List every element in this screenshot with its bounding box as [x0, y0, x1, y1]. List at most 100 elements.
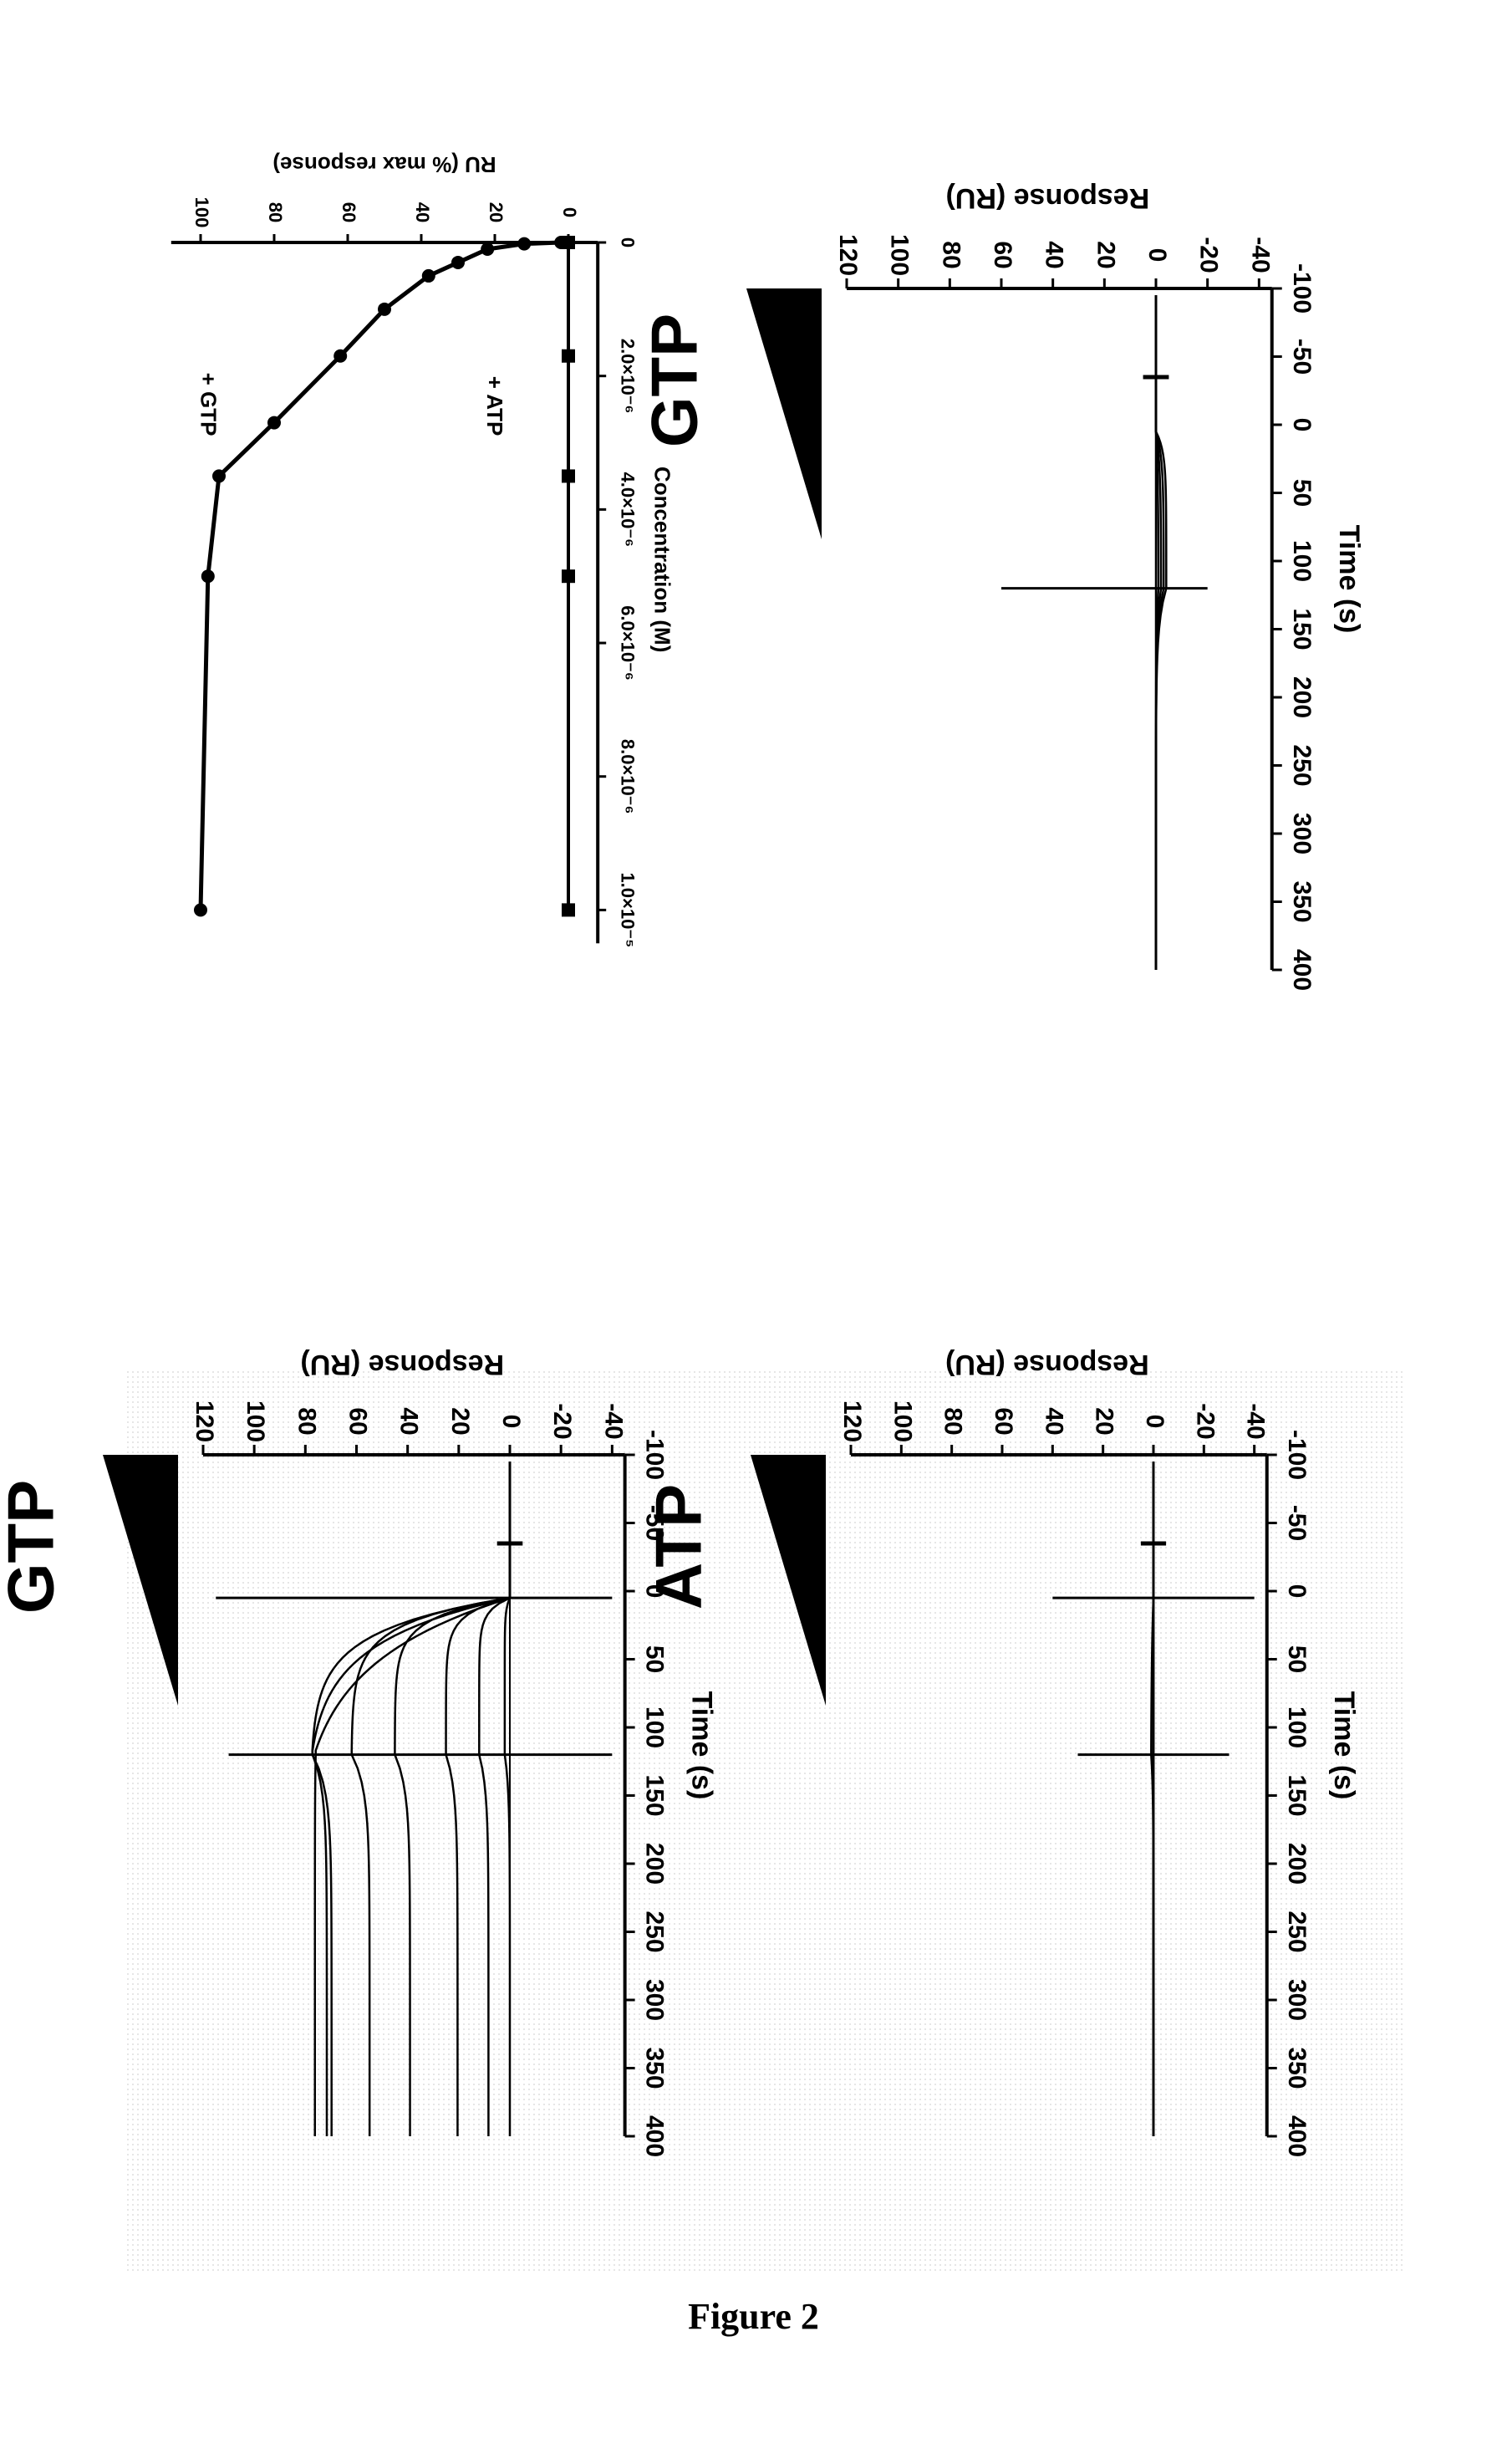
x-tick-label: 0: [1283, 1584, 1311, 1599]
y-tick-label: 0: [497, 1415, 525, 1429]
gtp-point: [422, 269, 435, 283]
gtp-point: [267, 416, 281, 430]
gtp-point: [517, 237, 531, 251]
x-tick-label: 350: [641, 2047, 669, 2089]
figure-caption: Figure 2: [0, 2295, 1507, 2338]
y-tick-label: 120: [191, 1400, 218, 1442]
y-tick-label: 60: [990, 1407, 1017, 1435]
y-tick-label: 20: [446, 1407, 474, 1435]
nucleotide-label: GTP: [638, 314, 711, 447]
x-tick-label: 100: [641, 1706, 669, 1748]
x-tick-label: 400: [1288, 949, 1316, 991]
y-tick-label: -40: [1246, 237, 1274, 273]
y-tick-label: 120: [834, 234, 862, 276]
y-tick-label: 100: [191, 197, 212, 228]
x-tick-label: 6.0×10⁻⁶: [617, 605, 638, 681]
series-label: + GTP: [196, 373, 221, 436]
x-tick-label: 50: [1283, 1645, 1311, 1673]
y-tick-label: 0: [1143, 248, 1171, 263]
x-tick-label: 1.0×10⁻⁵: [617, 872, 638, 947]
gtp-point: [194, 903, 207, 916]
y-tick-label: 40: [1041, 241, 1068, 268]
y-tick-label: 80: [293, 1407, 320, 1435]
x-tick-label: 250: [641, 1910, 669, 1952]
x-tick-label: 0: [617, 237, 638, 247]
y-tick-label: 100: [888, 1400, 916, 1442]
x-axis-label: Concentration (M): [649, 467, 675, 652]
x-tick-label: 350: [1288, 880, 1316, 922]
x-tick-label: -50: [1283, 1505, 1311, 1541]
atp-point: [562, 236, 575, 249]
x-axis-label: Time (s): [1333, 525, 1365, 634]
panel-gtp_atp_concentration: 100 80 60 40 20 0 0 2.0×10⁻⁶ 4.0×10⁻⁶ 6.0×10⁻⁶ 8.0…: [171, 152, 675, 947]
x-tick-label: 300: [1288, 813, 1316, 854]
panel-gtp_sensorgram_2: 120100806040200-20-40-100-50050100150200…: [638, 182, 1365, 991]
x-tick-label: 2.0×10⁻⁶: [617, 339, 638, 414]
y-axis-label: Response (RU): [300, 1349, 504, 1380]
y-tick-label: 80: [939, 1407, 967, 1435]
y-tick-label: 20: [1091, 1407, 1118, 1435]
x-axis-label: Time (s): [686, 1691, 718, 1800]
y-axis-label: Response (RU): [946, 182, 1150, 214]
x-tick-label: 300: [1283, 1979, 1311, 2021]
atp-point: [562, 569, 575, 583]
x-tick-label: 400: [1283, 2115, 1311, 2157]
y-tick-label: 60: [339, 202, 359, 222]
x-tick-label: 300: [641, 1979, 669, 2021]
x-tick-label: 150: [641, 1774, 669, 1816]
y-tick-label: 0: [559, 207, 580, 217]
y-tick-label: 20: [486, 202, 507, 222]
y-tick-label: 60: [344, 1407, 372, 1435]
x-tick-label: -100: [1288, 263, 1316, 314]
x-tick-label: 50: [641, 1645, 669, 1673]
y-tick-label: -20: [548, 1403, 576, 1439]
series-label: + ATP: [482, 376, 507, 436]
x-tick-label: 4.0×10⁻⁶: [617, 472, 638, 548]
nucleotide-label: GTP: [0, 1480, 68, 1614]
y-tick-label: 100: [242, 1400, 269, 1442]
x-tick-label: 200: [1288, 676, 1316, 718]
y-tick-label: 100: [886, 234, 914, 276]
y-tick-label: -20: [1195, 237, 1223, 273]
gtp-point: [333, 349, 347, 363]
gtp-point: [201, 569, 215, 583]
x-tick-label: 50: [1288, 479, 1316, 507]
series-line-1: [201, 242, 561, 910]
y-tick-label: 40: [412, 202, 433, 222]
x-tick-label: 200: [641, 1843, 669, 1885]
x-tick-label: -50: [1288, 339, 1316, 375]
x-tick-label: 150: [1283, 1774, 1311, 1816]
y-tick-label: -20: [1191, 1403, 1219, 1439]
concentration-wedge: [746, 288, 822, 539]
gtp-point: [451, 256, 465, 269]
gtp-point: [378, 303, 391, 316]
x-tick-label: 0: [1288, 418, 1316, 432]
y-tick-label: 80: [265, 202, 286, 222]
x-tick-label: 150: [1288, 608, 1316, 650]
gtp-point: [481, 242, 494, 256]
x-tick-label: 200: [1283, 1843, 1311, 1885]
x-tick-label: 8.0×10⁻⁶: [617, 739, 638, 814]
y-tick-label: 40: [395, 1407, 423, 1435]
gtp-point: [212, 469, 226, 482]
atp-point: [562, 349, 575, 363]
y-tick-label: 20: [1092, 241, 1119, 268]
nucleotide-label: ATP: [642, 1484, 715, 1610]
x-tick-label: -100: [1283, 1430, 1311, 1480]
atp-point: [562, 903, 575, 916]
y-axis-label: Response (RU): [945, 1349, 1149, 1380]
x-tick-label: 400: [641, 2115, 669, 2157]
y-tick-label: 120: [838, 1400, 866, 1442]
x-tick-label: 350: [1283, 2047, 1311, 2089]
y-tick-label: 40: [1040, 1407, 1067, 1435]
x-tick-label: 100: [1288, 540, 1316, 582]
y-tick-label: -40: [599, 1403, 627, 1439]
y-tick-label: -40: [1242, 1403, 1270, 1439]
x-tick-label: 250: [1288, 744, 1316, 786]
atp-point: [562, 469, 575, 482]
x-tick-label: -100: [641, 1430, 669, 1480]
x-tick-label: 250: [1283, 1910, 1311, 1952]
y-tick-label: 60: [989, 241, 1016, 268]
x-tick-label: 100: [1283, 1706, 1311, 1748]
